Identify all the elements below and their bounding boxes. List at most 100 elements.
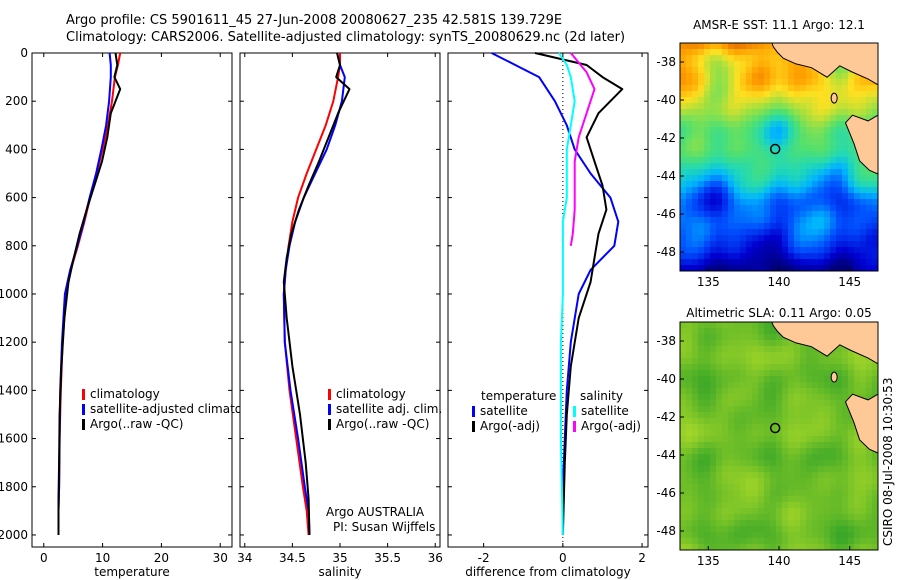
map-cell [860,175,867,182]
map-cell [686,121,693,128]
map-cell [830,235,837,242]
map-cell [842,358,849,365]
map-cell [830,490,837,497]
map-cell [830,520,837,527]
map-cell [806,382,813,389]
map-cell [842,382,849,389]
map-cell [692,175,699,182]
map-cell [836,406,843,413]
map-cell [836,460,843,467]
map-cell [776,358,783,365]
map-cell [704,478,711,485]
map-cell [752,151,759,158]
map-cell [746,253,753,260]
map-cell [782,193,789,200]
map-cell [872,211,878,218]
map-cell [692,388,699,395]
map-cell [818,484,825,491]
legend-label: climatology [336,387,406,401]
map-cell [782,205,789,212]
map-cell [806,115,813,122]
map-cell [836,217,843,224]
map-cell [728,241,735,248]
map-cell [710,145,717,152]
map-cell [872,217,878,224]
map-cell [794,103,801,110]
map-cell [722,466,729,473]
map-cell [716,544,723,550]
map-cell [830,253,837,260]
map-cell [812,85,819,92]
map-cell [734,151,741,158]
map-cell [830,205,837,212]
map-cell [752,472,759,479]
map-cell [872,364,878,371]
map-cell [686,103,693,110]
map-cell [680,247,687,254]
map-cell [860,544,867,550]
map-cell [794,139,801,146]
map-cell [758,97,765,104]
map-cell [710,406,717,413]
map-cell [794,544,801,550]
map-cell [806,508,813,515]
map-cell [728,181,735,188]
map-cell [794,526,801,533]
map-cell [848,514,855,521]
map-cell [746,151,753,158]
map-cell [800,187,807,194]
map-cell [794,211,801,218]
map-cell [848,139,855,146]
map-cell [770,346,777,353]
y-tick-label: 0 [20,46,28,60]
map-cell [740,394,747,401]
map-cell [746,382,753,389]
map-cell [866,382,873,389]
map-cell [770,358,777,365]
map-cell [746,211,753,218]
map-cell [764,163,771,170]
map-cell [686,532,693,539]
map-cell [764,133,771,140]
map-cell [698,442,705,449]
map-cell [812,193,819,200]
map-cell [764,181,771,188]
map-cell [842,85,849,92]
map-cell [722,85,729,92]
map-cell [698,412,705,419]
map-cell [764,103,771,110]
map-cell [704,247,711,254]
map-cell [782,466,789,473]
map-cell [800,199,807,206]
map-cell [728,115,735,122]
map-cell [830,145,837,152]
map-cell [752,79,759,86]
map-cell [794,151,801,158]
map-cell [776,181,783,188]
map-cell [722,241,729,248]
map-cell [800,514,807,521]
map-cell [770,508,777,515]
map-cell [800,85,807,92]
map-cell [716,412,723,419]
map-cell [746,406,753,413]
map-cell [764,442,771,449]
map-cell [722,352,729,359]
map-cell [782,181,789,188]
map-cell [692,253,699,260]
map-cell [770,199,777,206]
map-cell [782,79,789,86]
map-cell [716,253,723,260]
map-cell [722,199,729,206]
map-cell [872,472,878,479]
map-cell [740,43,747,50]
map-cell [758,484,765,491]
map-cell [698,259,705,266]
map-cell [698,175,705,182]
map-cell [746,43,753,50]
map-cell [812,151,819,158]
map-cell [752,211,759,218]
map-cell [680,151,687,158]
map-cell [740,496,747,503]
map-cell [740,520,747,527]
